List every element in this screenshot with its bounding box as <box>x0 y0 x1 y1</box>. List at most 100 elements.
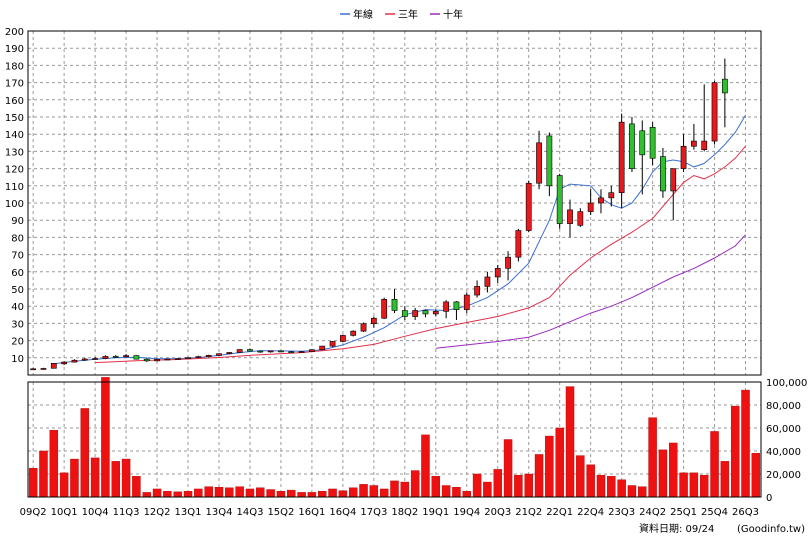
volume-bar <box>493 469 502 498</box>
candle <box>360 322 367 332</box>
volume-bar <box>204 486 213 498</box>
candle-body <box>329 341 336 347</box>
candle <box>123 354 129 358</box>
x-tick-label: 18Q2 <box>391 507 418 518</box>
price-tick-label: 120 <box>5 165 24 176</box>
candle-body <box>226 352 233 354</box>
candle <box>639 120 646 195</box>
x-tick-label: 10Q4 <box>82 507 109 518</box>
volume-bar <box>441 485 451 498</box>
candle-body <box>391 299 398 311</box>
volume-bar <box>390 480 399 498</box>
x-tick-label: 10Q1 <box>51 507 78 518</box>
volume-bar <box>483 481 492 498</box>
legend-label: 三年 <box>398 8 418 21</box>
volume-tick-label: 40,000 <box>766 447 801 458</box>
volume-bar <box>59 472 69 498</box>
x-tick-label: 16Q1 <box>298 507 325 518</box>
candle <box>587 189 594 216</box>
candle <box>391 289 398 314</box>
volume-bar <box>638 486 647 498</box>
candle-body <box>257 350 264 353</box>
volume-bar <box>720 461 730 498</box>
price-tick-label: 180 <box>5 61 24 72</box>
volume-bar <box>49 430 59 498</box>
x-tick-label: 15Q2 <box>267 507 294 518</box>
candle-body <box>484 276 491 287</box>
price-tick-label: 20 <box>11 337 24 348</box>
candle-body <box>505 256 511 269</box>
candle <box>267 350 274 353</box>
ma-line <box>95 145 746 364</box>
volume-bar <box>80 408 90 498</box>
candle <box>164 358 171 361</box>
candle <box>216 353 222 356</box>
volume-bar <box>266 489 275 498</box>
candle-body <box>195 356 202 358</box>
volume-frame <box>27 381 762 498</box>
volume-tick-label: 20,000 <box>766 470 801 481</box>
volume-bar <box>328 488 337 498</box>
volume-bar <box>679 472 688 498</box>
candle <box>381 297 388 320</box>
candle-body <box>567 209 573 224</box>
volume-bar <box>452 487 461 498</box>
candle <box>453 301 460 320</box>
candle <box>329 341 336 347</box>
price-tick-label: 160 <box>5 96 24 107</box>
candle <box>649 122 656 166</box>
candle <box>412 307 419 320</box>
candle <box>298 350 305 353</box>
x-tick-label: 25Q1 <box>670 507 697 518</box>
candle <box>226 351 233 355</box>
candle-body <box>40 368 47 370</box>
candle <box>319 345 326 351</box>
candle <box>61 361 68 366</box>
candle <box>195 355 202 359</box>
candle <box>174 358 181 360</box>
candle <box>92 357 98 360</box>
candle-body <box>370 317 377 325</box>
volume-bar <box>214 487 224 498</box>
price-tick-label: 110 <box>5 182 24 193</box>
candle-body <box>92 358 98 360</box>
volume-bar <box>132 476 141 498</box>
candle-body <box>660 156 666 192</box>
candle <box>339 334 346 343</box>
candle-body <box>205 355 212 357</box>
candle-body <box>494 268 501 278</box>
x-tick-label: 26Q3 <box>732 507 759 518</box>
volume-bar <box>369 485 379 498</box>
volume-bar <box>287 489 296 498</box>
volume-bar <box>379 488 389 498</box>
price-panel: 10 20 30 40 50 60 70 80 90 100 110 120 130 140 150 160 1… <box>5 27 762 376</box>
x-tick-label: 20Q3 <box>484 507 511 518</box>
volume-bar <box>142 492 151 498</box>
candle-body <box>546 135 553 187</box>
candle-body <box>536 142 542 184</box>
x-tick-label: 24Q2 <box>639 507 666 518</box>
candle-body <box>102 356 109 359</box>
candle <box>102 355 109 360</box>
volume-bar <box>658 449 668 498</box>
candle <box>474 280 480 298</box>
candle <box>71 359 78 363</box>
candle-body <box>670 168 677 192</box>
volume-bar <box>245 488 255 498</box>
price-frame <box>27 30 762 376</box>
volume-bar <box>256 487 265 498</box>
price-tick-label: 30 <box>11 319 24 330</box>
price-tick-label: 100 <box>5 199 24 210</box>
volume-bar <box>307 492 317 498</box>
candle <box>629 117 635 173</box>
price-tick-label: 170 <box>5 79 24 90</box>
volume-bar <box>751 453 761 498</box>
price-tick-label: 150 <box>5 113 24 124</box>
candle <box>370 316 377 328</box>
candle <box>525 180 532 233</box>
price-tick-label: 130 <box>5 147 24 158</box>
price-tick-label: 70 <box>11 251 24 262</box>
candle <box>50 362 57 369</box>
candle <box>40 367 47 370</box>
candle <box>721 58 728 128</box>
